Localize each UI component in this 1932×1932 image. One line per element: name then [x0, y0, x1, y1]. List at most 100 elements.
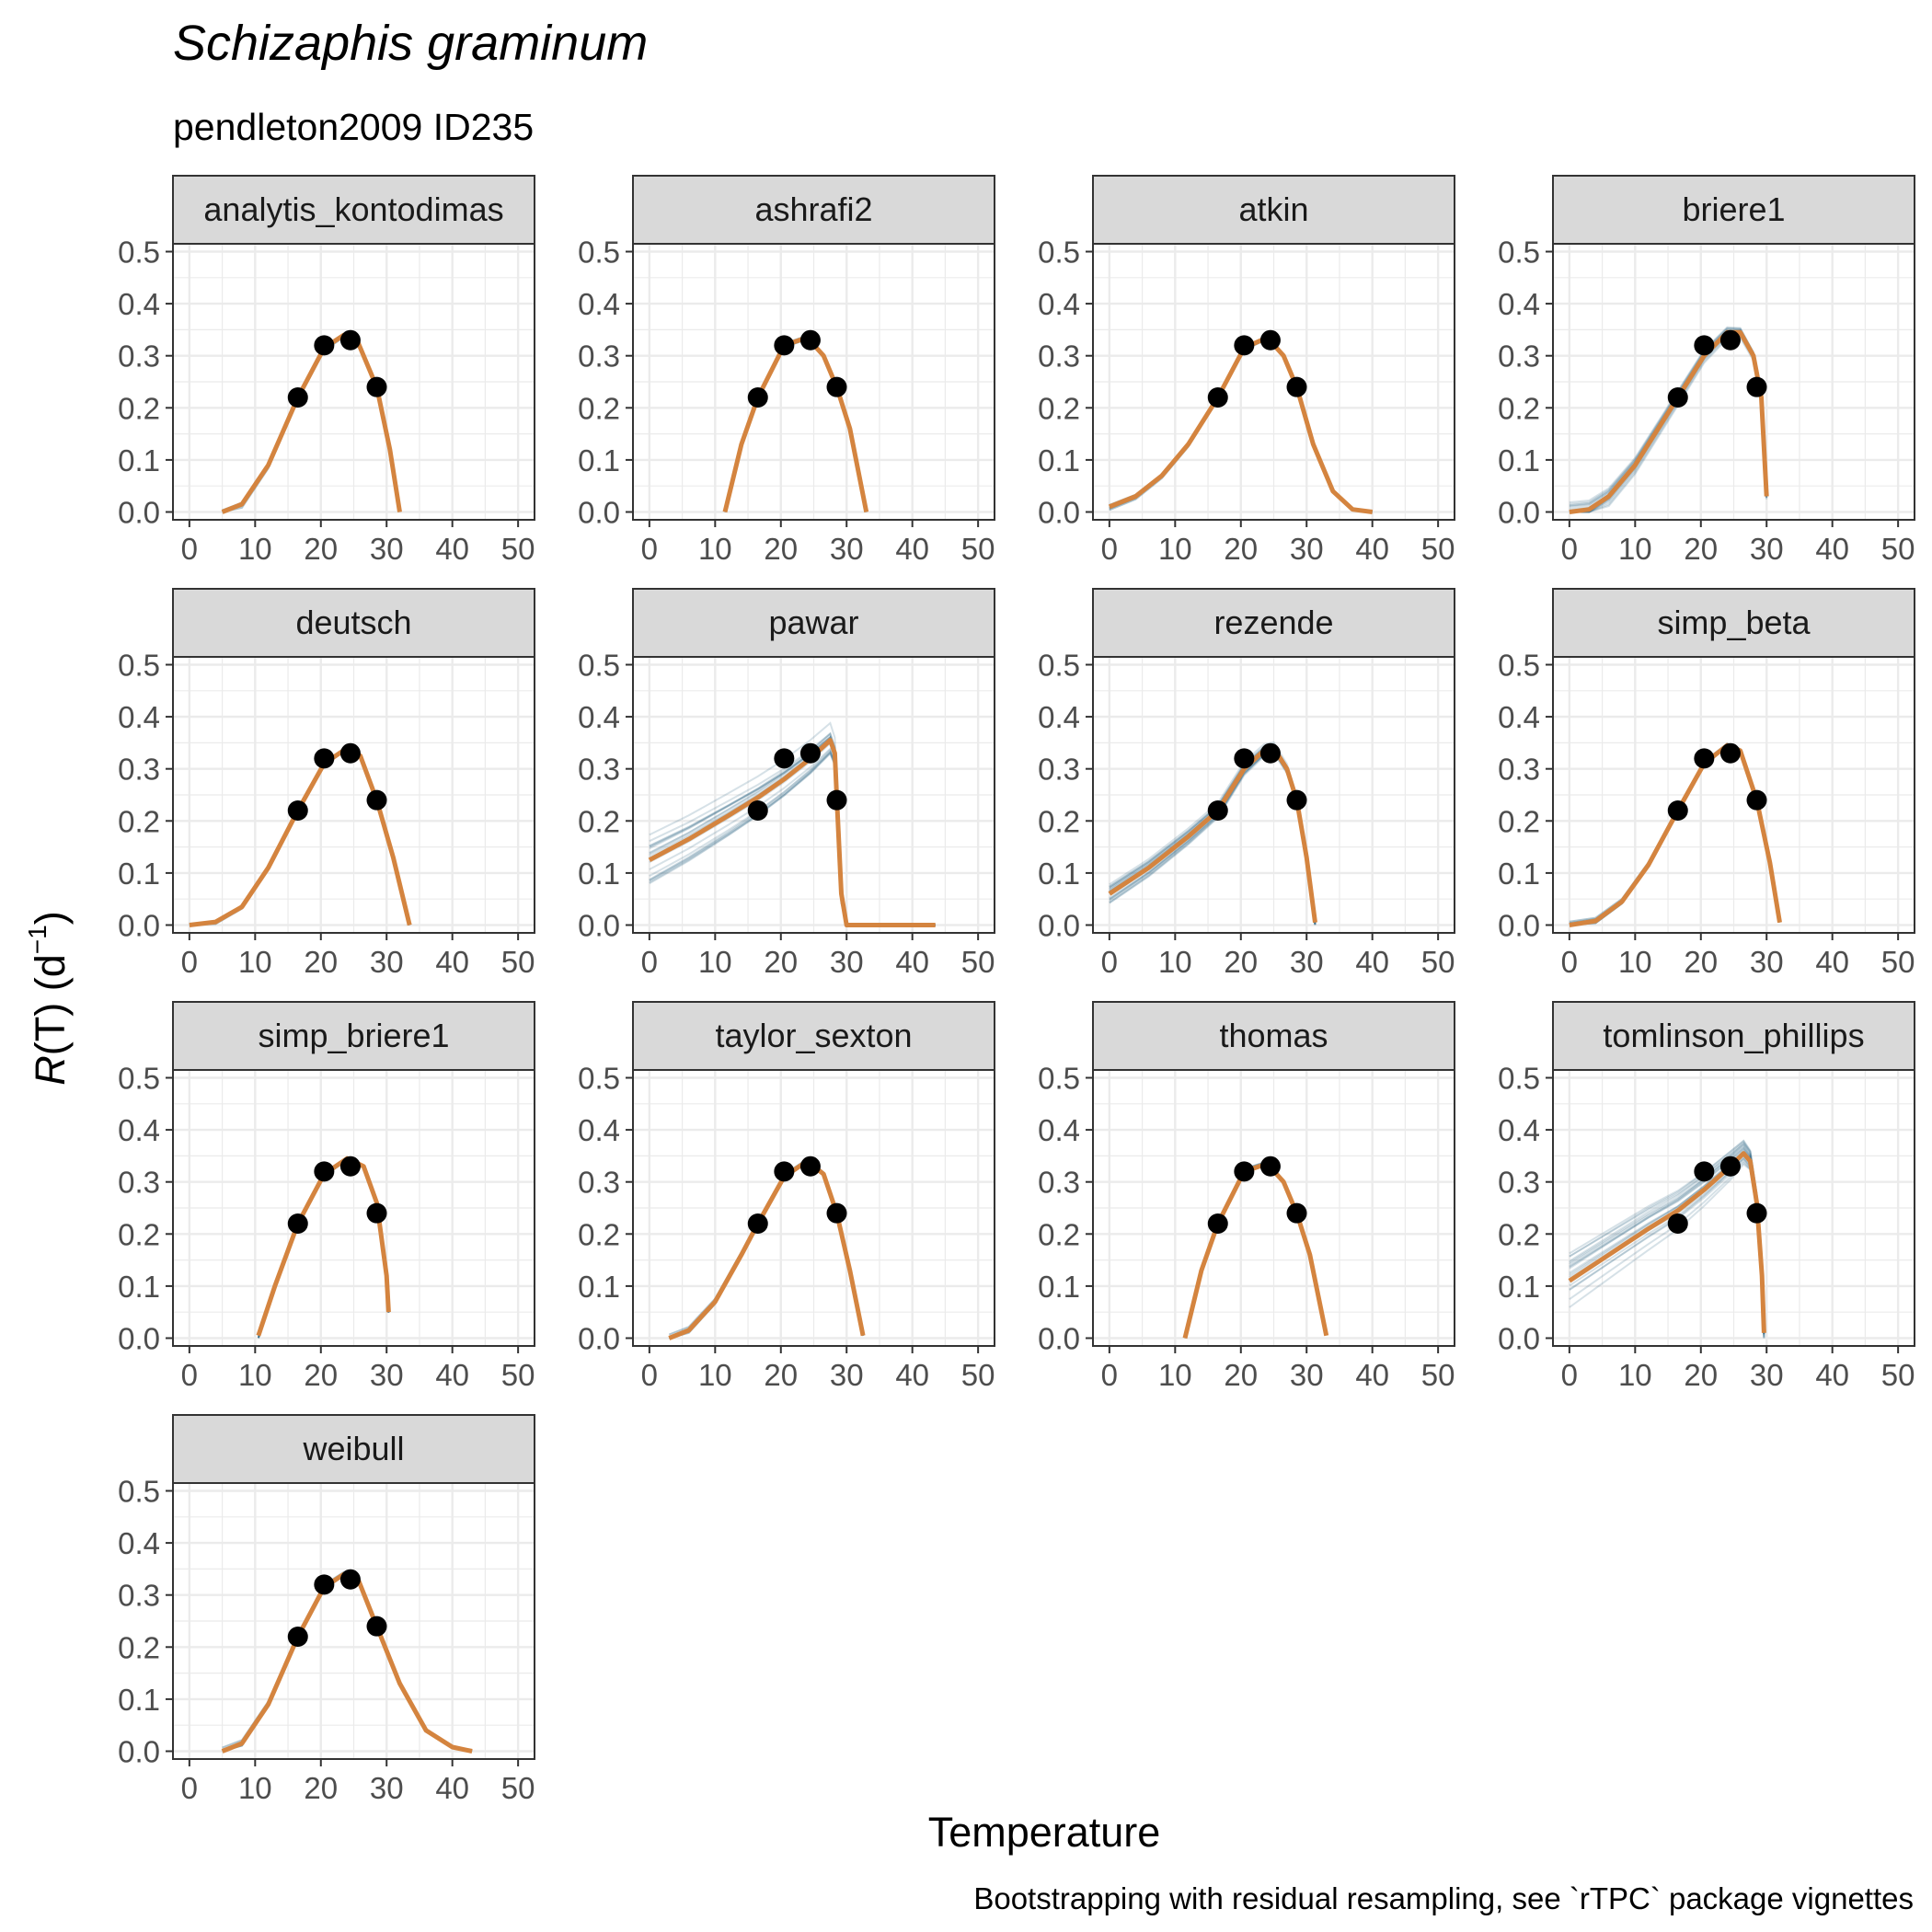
y-tick-label: 0.4	[118, 1526, 160, 1560]
x-tick-label: 50	[1421, 1358, 1455, 1392]
x-tick-label: 40	[435, 945, 469, 979]
y-tick-label: 0.3	[578, 1166, 620, 1200]
y-tick-label: 0.4	[1038, 1113, 1080, 1147]
x-tick-label: 40	[1815, 945, 1849, 979]
observed-point	[1207, 799, 1228, 821]
facet-strip	[1552, 588, 1915, 658]
x-tick-label: 0	[181, 945, 198, 979]
observed-point	[339, 1156, 361, 1177]
y-tick-label: 0.1	[1038, 1270, 1080, 1304]
observed-point	[826, 1202, 847, 1224]
x-tick-label: 30	[370, 532, 404, 566]
y-axis-title: R(T) (d−1)	[23, 911, 74, 1085]
chart-subtitle: pendleton2009 ID235	[173, 106, 534, 148]
y-tick-label: 0.2	[1038, 1217, 1080, 1251]
y-tick-label: 0.2	[1038, 804, 1080, 838]
observed-point	[1207, 1213, 1228, 1234]
observed-point	[1694, 1161, 1715, 1182]
facet-panel-deutsch: deutsch 0 10 20 30 40 50 0.0 0.1 0.2 0.3 0.4 0.5	[118, 588, 535, 979]
panel-border	[1092, 656, 1455, 934]
x-tick-label: 10	[238, 945, 272, 979]
observed-point	[1234, 748, 1255, 769]
y-tick-label: 0.3	[578, 753, 620, 787]
y-tick-label: 0.1	[118, 857, 160, 891]
observed-point	[1694, 335, 1715, 356]
y-tick-label: 0.4	[1498, 1113, 1540, 1147]
y-tick-label: 0.5	[1038, 235, 1080, 269]
y-tick-label: 0.5	[578, 648, 620, 682]
y-tick-label: 0.2	[1498, 1217, 1540, 1251]
observed-point	[799, 1156, 821, 1177]
y-tick-label: 0.1	[118, 1270, 160, 1304]
observed-point	[1286, 1202, 1307, 1224]
y-tick-label: 0.2	[578, 804, 620, 838]
x-tick-label: 10	[698, 945, 732, 979]
facet-strip	[172, 1001, 535, 1071]
observed-point	[287, 1626, 308, 1647]
x-tick-label: 50	[1421, 532, 1455, 566]
facet-strip	[1092, 1001, 1455, 1071]
x-tick-label: 40	[1355, 945, 1389, 979]
y-tick-label: 0.4	[118, 1113, 160, 1147]
observed-point	[287, 799, 308, 821]
panel-border	[172, 1069, 535, 1347]
y-tick-label: 0.3	[1038, 1166, 1080, 1200]
facet-strip	[1092, 175, 1455, 245]
observed-point	[799, 742, 821, 764]
facet-strip-label: weibull	[302, 1430, 404, 1467]
y-tick-label: 0.3	[1038, 753, 1080, 787]
x-tick-label: 20	[1224, 945, 1258, 979]
x-tick-label: 30	[1290, 532, 1324, 566]
panel-border	[632, 1069, 995, 1347]
x-tick-label: 20	[1224, 1358, 1258, 1392]
y-tick-label: 0.0	[578, 496, 620, 530]
y-tick-label: 0.0	[118, 909, 160, 943]
observed-point	[1234, 1161, 1255, 1182]
observed-point	[1746, 1202, 1767, 1224]
x-tick-label: 20	[304, 1771, 338, 1805]
y-tick-label: 0.0	[118, 1735, 160, 1769]
x-tick-label: 0	[181, 1358, 198, 1392]
x-tick-label: 30	[1750, 532, 1784, 566]
x-tick-label: 10	[238, 532, 272, 566]
observed-point	[1259, 742, 1281, 764]
y-tick-label: 0.3	[578, 339, 620, 374]
observed-point	[1286, 376, 1307, 397]
x-tick-label: 30	[1750, 945, 1784, 979]
x-tick-label: 50	[501, 1358, 535, 1392]
y-tick-label: 0.3	[1498, 1166, 1540, 1200]
observed-point	[1667, 799, 1688, 821]
observed-point	[1259, 1156, 1281, 1177]
y-tick-label: 0.0	[1038, 909, 1080, 943]
y-tick-label: 0.1	[1498, 1270, 1540, 1304]
y-tick-label: 0.0	[118, 1322, 160, 1356]
y-tick-label: 0.5	[578, 235, 620, 269]
x-tick-label: 10	[1618, 1358, 1652, 1392]
facet-panel-taylor_sexton: taylor_sexton 0 10 20 30 40 50 0.0 0.1 0.2 0.3 0.4 0…	[578, 1001, 995, 1392]
observed-point	[799, 329, 821, 351]
observed-point	[314, 1161, 335, 1182]
observed-point	[339, 329, 361, 351]
y-tick-label: 0.0	[578, 1322, 620, 1356]
y-tick-label: 0.0	[1498, 1322, 1540, 1356]
x-tick-label: 30	[1290, 1358, 1324, 1392]
panel-border	[632, 656, 995, 934]
x-axis-title: Temperature	[928, 1809, 1161, 1856]
x-tick-label: 40	[895, 945, 929, 979]
facet-strip-label: ashrafi2	[754, 190, 872, 228]
x-tick-label: 20	[764, 532, 798, 566]
observed-point	[1259, 329, 1281, 351]
chart-title: Schizaphis graminum	[173, 16, 648, 71]
facet-strip-label: simp_briere1	[258, 1017, 449, 1054]
y-tick-label: 0.2	[1498, 391, 1540, 425]
x-tick-label: 50	[501, 532, 535, 566]
x-tick-label: 30	[830, 1358, 864, 1392]
facet-strip-label: briere1	[1682, 190, 1785, 228]
facet-strip	[1552, 175, 1915, 245]
y-tick-label: 0.3	[118, 1166, 160, 1200]
x-tick-label: 0	[641, 945, 658, 979]
facet-panel-atkin: atkin 0 10 20 30 40 50 0.0 0.1 0.2 0.3 0.4 0.5	[1038, 175, 1455, 566]
observed-point	[366, 1202, 387, 1224]
observed-point	[1746, 789, 1767, 811]
